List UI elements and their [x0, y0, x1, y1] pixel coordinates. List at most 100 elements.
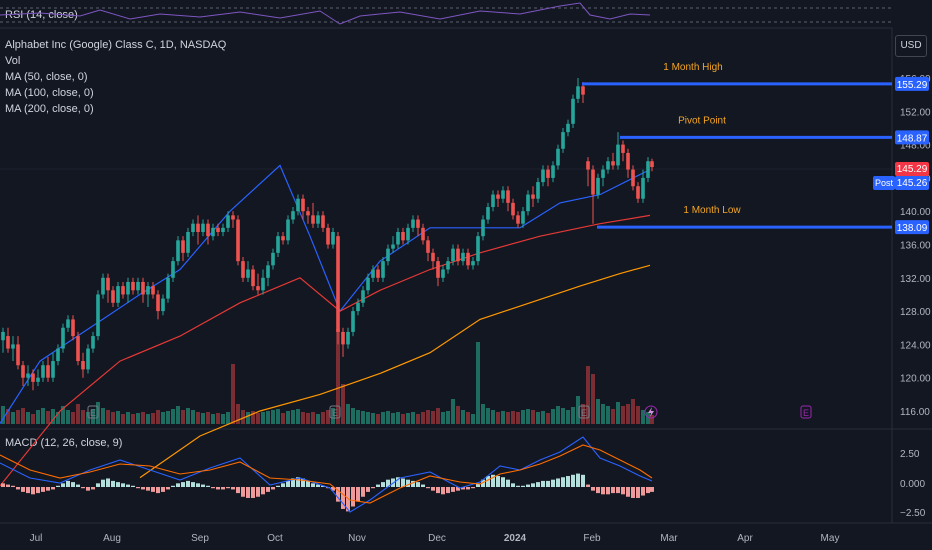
level-annotation: Pivot Point — [678, 115, 726, 126]
candle-body — [396, 232, 400, 245]
volume-bar — [111, 412, 115, 424]
volume-bar — [51, 409, 55, 424]
volume-bar — [616, 402, 620, 424]
last-price-label: 145.29 — [897, 164, 928, 175]
volume-bar — [536, 412, 540, 424]
volume-bar — [621, 406, 625, 424]
macd-histogram-bar — [81, 487, 85, 489]
earnings-icon[interactable] — [329, 405, 341, 419]
candle-body — [106, 277, 110, 291]
candle-body — [56, 348, 60, 362]
macd-histogram-bar — [356, 487, 360, 502]
earnings-letter: E — [90, 408, 96, 418]
candle-body — [61, 327, 65, 349]
macd-histogram-bar — [376, 484, 380, 487]
macd-histogram-bar — [226, 487, 230, 489]
levels[interactable]: 1 Month High 155.29 Pivot Point 148.87 1 Mon… — [582, 62, 929, 235]
volume-bar — [256, 413, 260, 424]
time-tick: Sep — [191, 533, 209, 544]
candle-body — [471, 261, 475, 266]
volume-bar — [606, 406, 610, 424]
volume-bar — [81, 410, 85, 424]
legend-ma50[interactable]: MA (50, close, 0) — [5, 71, 88, 83]
volume-bar — [21, 408, 25, 424]
currency-button[interactable]: USD — [895, 35, 927, 57]
macd-histogram-bar — [136, 487, 140, 489]
candle-body — [631, 169, 635, 187]
macd-histogram-bar — [631, 487, 635, 498]
price-axis[interactable]: 156.00152.00148.00144.00140.00136.00132.… — [900, 74, 931, 418]
volume-bar — [246, 412, 250, 424]
candle-body — [451, 248, 455, 262]
volume-bar — [1, 406, 5, 424]
volume-bar — [411, 412, 415, 424]
volume-bar — [421, 412, 425, 424]
macd-histogram-bar — [366, 487, 370, 492]
volume-bar — [306, 413, 310, 424]
volume-bar — [236, 404, 240, 424]
volume-bar — [71, 412, 75, 424]
earnings-icon[interactable] — [87, 405, 99, 419]
candles — [1, 78, 654, 391]
legend-ma100[interactable]: MA (100, close, 0) — [5, 87, 94, 99]
time-axis[interactable]: Jul Aug Sep Oct Nov Dec 2024 Feb Mar Apr May — [30, 533, 840, 544]
event-icon[interactable] — [644, 405, 658, 419]
macd-histogram-bar — [571, 474, 575, 487]
macd-histogram-bar — [56, 485, 60, 487]
macd-histogram-bar — [576, 473, 580, 487]
volume-bar — [491, 410, 495, 424]
candle-body — [531, 194, 535, 199]
volume-bar — [56, 412, 60, 424]
legend-symbol[interactable]: Alphabet Inc (Google) Class C, 1D, NASDA… — [5, 39, 227, 51]
price-tick: 116.00 — [900, 407, 930, 418]
macd-histogram-bar — [611, 487, 615, 494]
macd-histogram-bar — [141, 487, 145, 490]
macd-histogram-bar — [281, 483, 285, 487]
candle-body — [31, 373, 35, 382]
earnings-icon[interactable] — [800, 405, 812, 419]
macd-title[interactable]: MACD (12, 26, close, 9) — [5, 437, 123, 449]
macd-histogram-bar — [471, 487, 475, 489]
candle-body — [46, 365, 50, 378]
candle-body — [496, 194, 500, 199]
macd-histogram-bar — [501, 477, 505, 487]
candle-body — [596, 177, 600, 195]
macd-histogram-bar — [96, 483, 100, 487]
macd-histogram-bar — [291, 478, 295, 487]
macd-histogram-bar — [476, 483, 480, 487]
price-tick: 128.00 — [900, 307, 931, 318]
macd-histogram-bar — [41, 487, 45, 492]
time-tick: May — [821, 533, 840, 544]
volume-bar — [541, 411, 545, 424]
candle-body — [6, 336, 10, 349]
candle-body — [316, 215, 320, 224]
macd-axis: 2.50 0.000 −2.50 — [900, 449, 926, 519]
volume-bar — [206, 412, 210, 424]
earnings-icon[interactable] — [578, 405, 590, 419]
macd-histogram-bar — [26, 487, 30, 494]
candle-body — [276, 236, 280, 253]
volume-bar — [446, 411, 450, 424]
volume-bar — [381, 412, 385, 424]
macd-histogram-bar — [46, 487, 50, 491]
macd-histogram-bar — [101, 479, 105, 487]
volume-bar — [631, 399, 635, 424]
legend-ma200[interactable]: MA (200, close, 0) — [5, 103, 94, 115]
volume-bar — [336, 329, 340, 424]
volume-bar — [551, 409, 555, 424]
macd-histogram-bar — [126, 484, 130, 487]
level-tag-label: 148.87 — [897, 133, 928, 144]
macd-histogram-bar — [446, 487, 450, 494]
macd-histogram-bar — [86, 487, 90, 491]
volume-bar — [176, 406, 180, 424]
volume-bar — [146, 414, 150, 424]
legend-vol[interactable]: Vol — [5, 55, 21, 67]
candle-body — [546, 169, 550, 178]
rsi-title[interactable]: RSI (14, close) — [5, 9, 78, 21]
candle-body — [206, 223, 210, 237]
macd-histogram-bar — [306, 480, 310, 487]
macd-histogram-bar — [261, 487, 265, 495]
macd-histogram-bar — [11, 485, 15, 487]
